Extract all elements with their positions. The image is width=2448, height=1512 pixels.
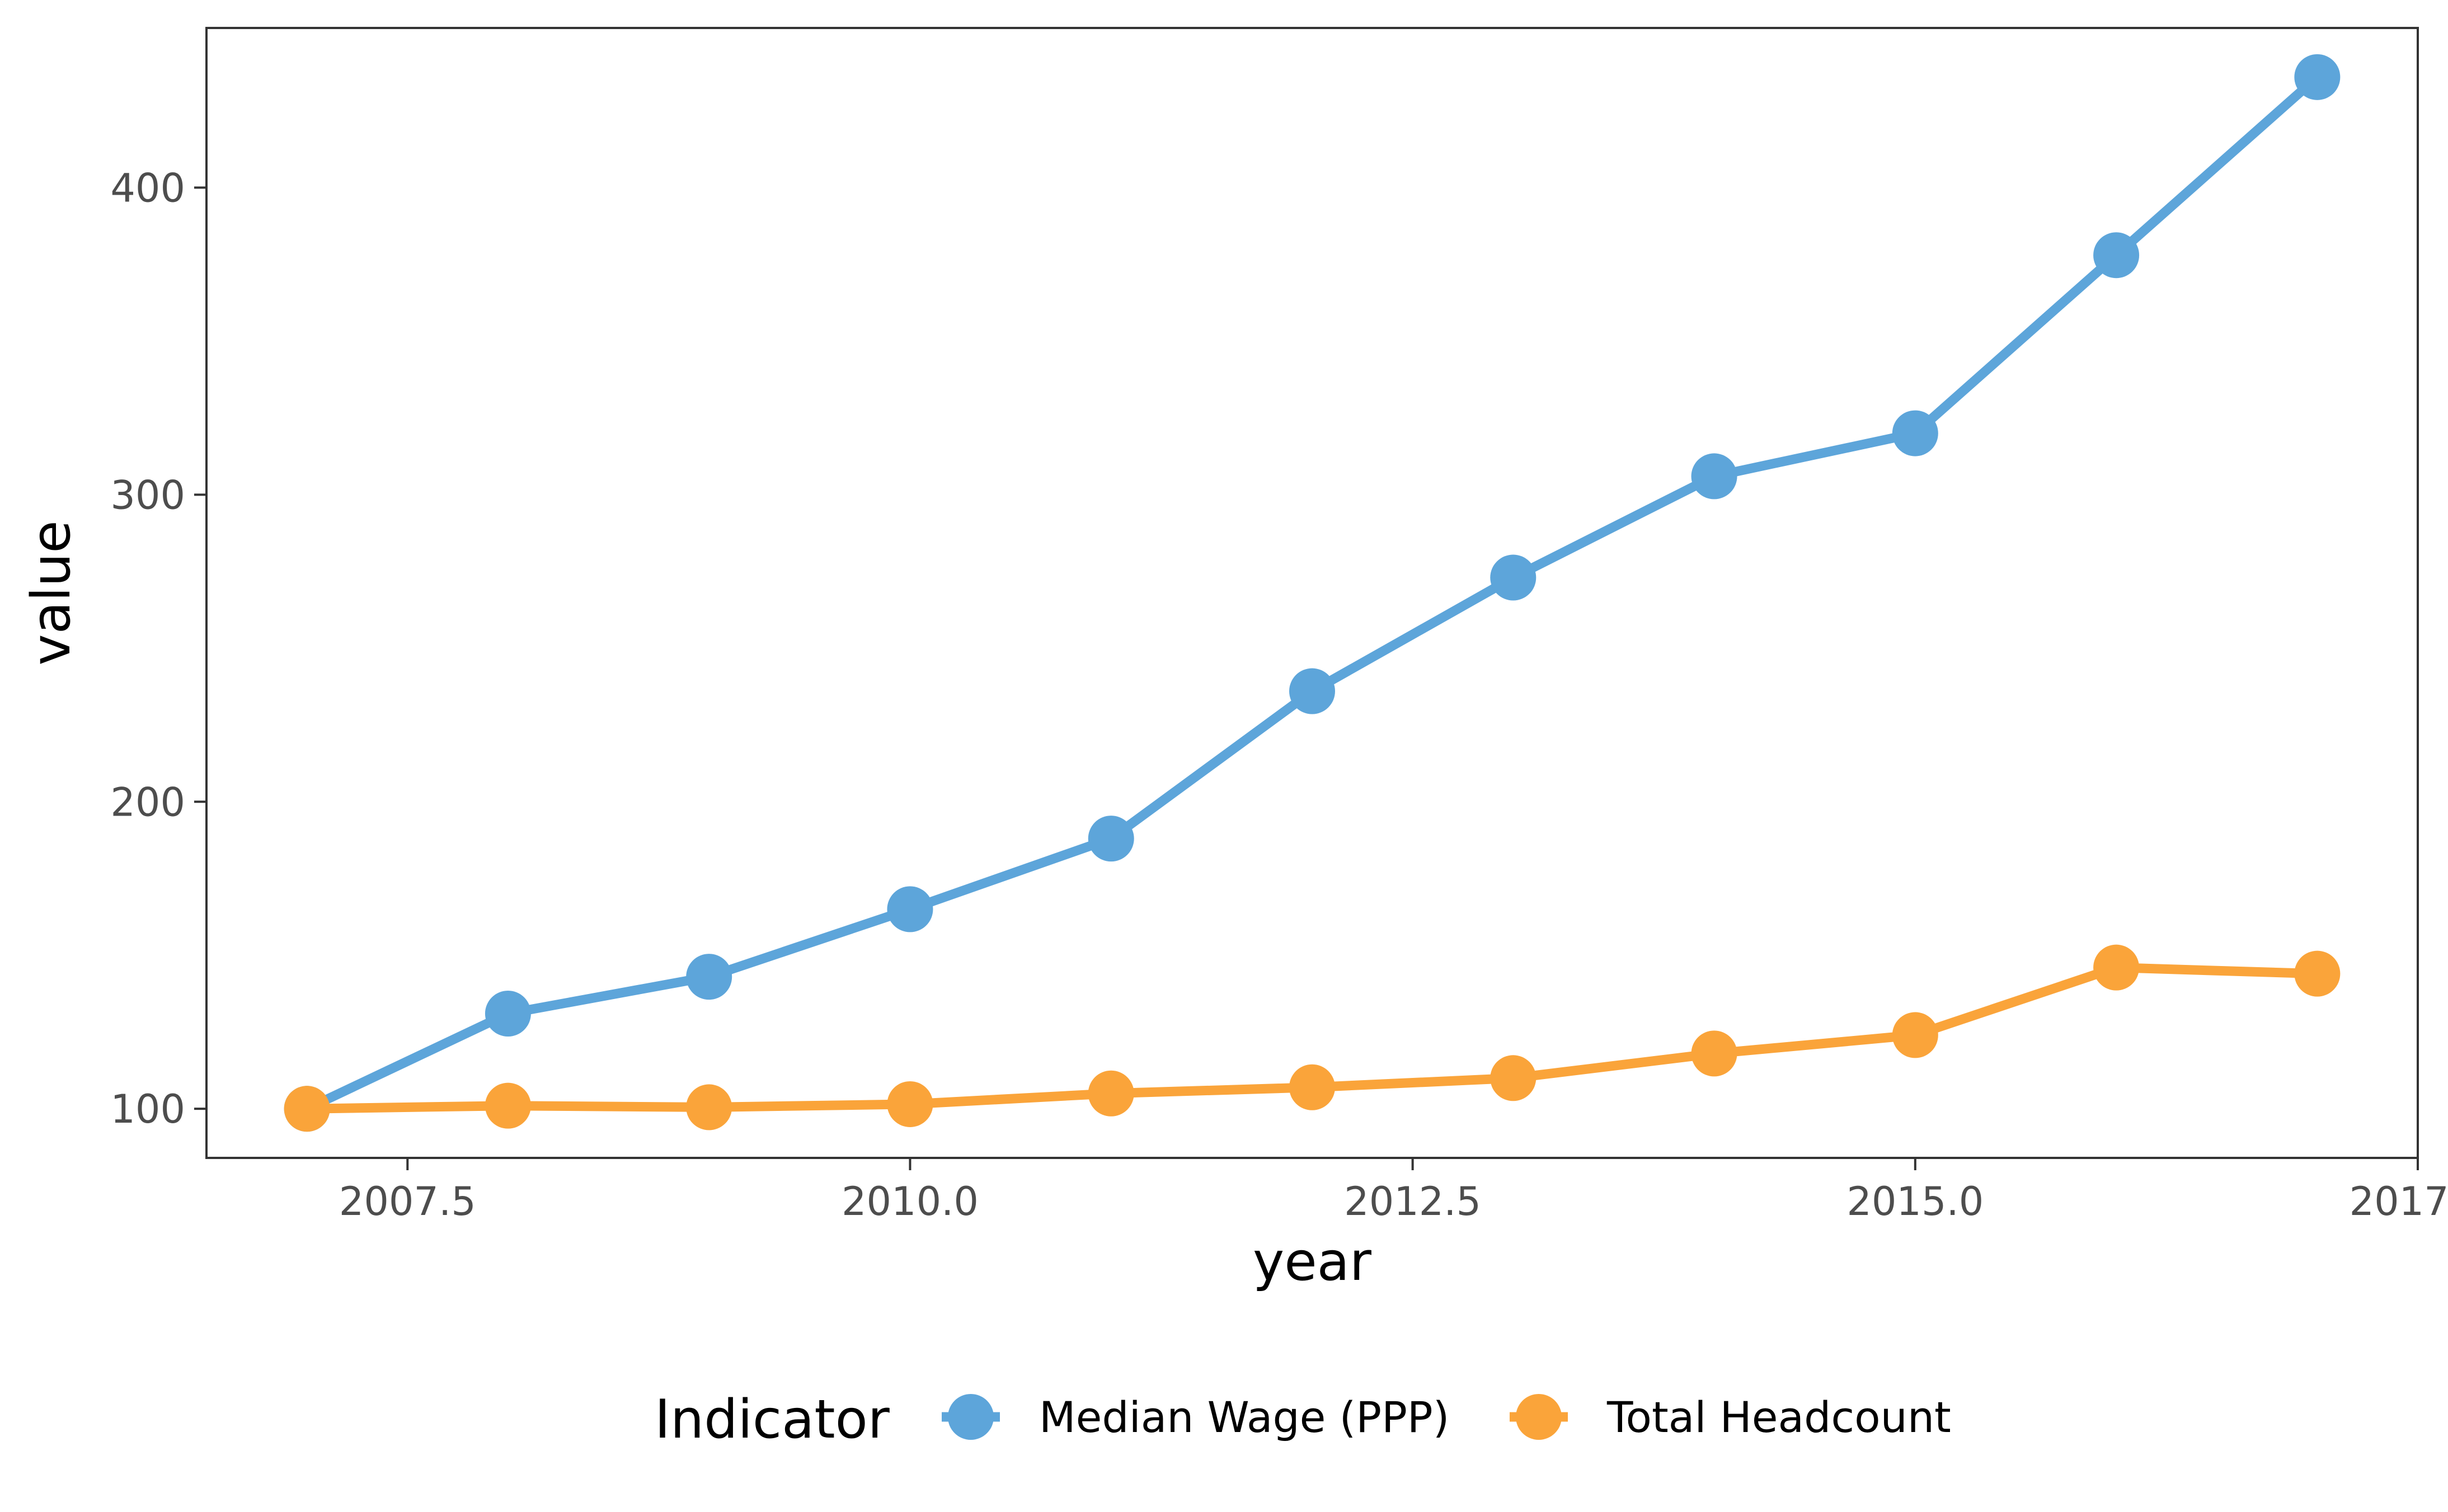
data-point [1892,410,1938,456]
x-axis-title: year [1253,1231,1372,1293]
x-tick-label: 2010.0 [842,1179,979,1224]
legend-label: Total Headcount [1606,1392,1951,1442]
data-point [2093,944,2140,991]
data-point [887,886,933,932]
x-tick-label: 2012.5 [1344,1179,1481,1224]
x-tick-label: 2007.5 [339,1179,476,1224]
legend-title: Indicator [655,1389,890,1450]
series-2 [284,944,2341,1132]
data-point [1289,1064,1335,1110]
data-point [1088,816,1134,862]
legend-key-point [948,1394,994,1440]
x-tick-label: 2017.5 [2350,1179,2448,1224]
data-point [2294,950,2341,997]
y-tick-label: 300 [110,472,185,518]
data-point [1490,1055,1537,1101]
data-point [485,1082,531,1129]
y-axis-title: value [21,520,82,666]
series-layer [284,54,2341,1132]
y-tick-label: 100 [110,1086,185,1132]
x-tick-label: 2015.0 [1846,1179,1984,1224]
data-point [1691,453,1737,500]
data-point [284,1086,330,1132]
legend: Indicator Median Wage (PPP) Total Headcou… [655,1389,1951,1450]
x-axis: 2007.5 2010.0 2012.5 2015.0 2017.5 [339,1158,2448,1224]
legend-label: Median Wage (PPP) [1039,1392,1449,1442]
legend-key [1510,1394,1568,1440]
y-tick-label: 200 [110,779,185,825]
data-point [1289,668,1335,714]
legend-key [942,1394,1000,1440]
data-point [2093,232,2140,279]
data-point [1088,1070,1134,1117]
data-point [485,991,531,1037]
data-point [686,1084,732,1131]
data-point [2294,54,2341,100]
y-axis: 100 200 300 400 [110,165,206,1132]
data-point [1490,554,1537,601]
data-point [1691,1030,1737,1077]
y-tick-label: 400 [110,165,185,211]
data-point [686,954,732,1000]
plot-panel [205,27,2419,1159]
data-point [1892,1012,1938,1058]
legend-key-point [1516,1394,1562,1440]
data-point [887,1081,933,1127]
